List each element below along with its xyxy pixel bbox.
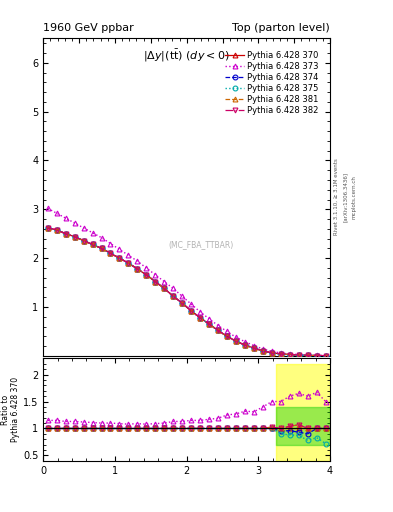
Legend: Pythia 6.428 370, Pythia 6.428 373, Pythia 6.428 374, Pythia 6.428 375, Pythia 6: Pythia 6.428 370, Pythia 6.428 373, Pyth… [224,49,320,117]
Text: [arXiv:1306.3436]: [arXiv:1306.3436] [343,172,347,222]
Text: Rivet 3.1.10, ≥ 3.1M events: Rivet 3.1.10, ≥ 3.1M events [334,159,338,236]
Text: mcplots.cern.ch: mcplots.cern.ch [351,175,356,219]
Text: (MC_FBA_TTBAR): (MC_FBA_TTBAR) [168,240,234,249]
Text: 1960 GeV ppbar: 1960 GeV ppbar [43,23,134,33]
Y-axis label: Ratio to
Pythia 6.428 370: Ratio to Pythia 6.428 370 [1,377,20,442]
Text: $|\Delta y|(\mathrm{t\bar{t}})$ $(dy < 0)$: $|\Delta y|(\mathrm{t\bar{t}})$ $(dy < 0… [143,48,230,64]
Text: Top (parton level): Top (parton level) [232,23,330,33]
